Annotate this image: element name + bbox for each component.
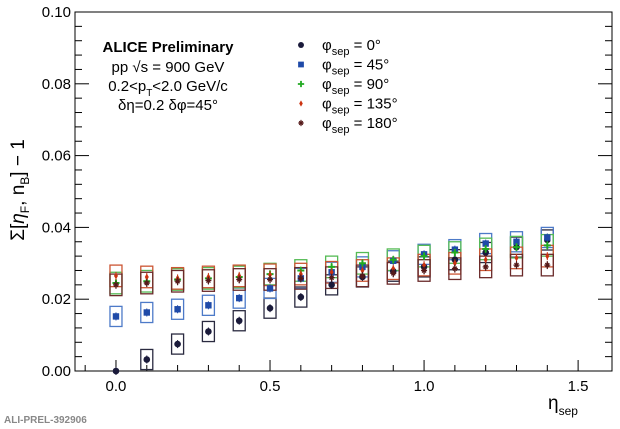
marker-cross [451,249,459,257]
marker-circle [174,340,181,348]
marker-diamond [514,254,519,262]
marker-circle [112,367,120,375]
marker-diamond [545,252,550,260]
marker-star [328,274,335,282]
marker-diamond [483,256,488,264]
marker-star [297,274,304,282]
axis-ticks: 0.0 0.5 1.0 1.5 0.00 0.02 0.04 0.06 0.08 0.10 [42,4,612,395]
marker-star [513,261,520,269]
systematic-box [201,269,216,292]
y-tick-label: 0.08 [42,76,71,93]
marker-square [266,285,274,292]
marker-star [451,265,458,273]
marker-cross [543,241,551,249]
systematic-box [170,298,185,320]
x-tick-label: 0.0 [106,378,127,395]
systematic-box [170,333,185,355]
marker-star [112,281,119,289]
marker-cross [389,256,397,264]
marker-diamond [299,100,303,107]
marker-square [205,302,212,309]
y-tick-label: 0.02 [42,291,71,308]
marker-cross [420,252,428,260]
annotation-title: ALICE Preliminary [103,39,235,56]
marker-square [513,238,520,245]
marker-circle [205,328,212,335]
marker-diamond [422,261,427,269]
marker-cross [512,243,520,251]
annotation-energy: pp √s = 900 GeV [112,59,225,76]
x-tick-label: 1.0 [414,378,435,395]
marker-star [236,275,243,283]
legend-entry: φsep = 135° [322,96,398,117]
x-axis-label: ηsep [548,393,578,418]
marker-star [267,275,274,283]
marker-cross [297,80,305,88]
marker-square [236,294,243,302]
marker-cross [482,245,490,253]
marker-circle [143,356,151,363]
systematic-box [232,310,246,332]
systematic-box [201,294,216,317]
marker-square [112,313,120,320]
marker-diamond [298,270,303,278]
marker-diamond [113,272,118,280]
marker-star [298,119,304,127]
y-tick-label: 0.10 [42,4,71,21]
marker-diamond [329,268,334,276]
marker-star [205,277,212,285]
annotation-bins: δη=0.2 δφ=45° [118,97,218,114]
systematic-box [170,269,185,293]
marker-diamond [144,273,149,281]
marker-square [174,306,181,313]
x-tick-label: 1.5 [568,378,589,395]
marker-star [544,261,551,269]
systematic-box [201,320,216,343]
systematic-box [109,305,123,328]
marker-square [143,309,150,316]
y-tick-label: 0.06 [42,148,71,165]
marker-circle [266,304,274,312]
legend-entry: φsep = 0° [322,37,381,58]
marker-diamond [268,271,273,279]
systematic-box [140,271,154,295]
y-axis-label: Σ[ηF, nB] − 1 [8,139,32,241]
legend-entry: φsep = 45° [322,57,389,78]
marker-cross [358,259,366,267]
data-points [112,233,551,375]
annotation-pt: 0.2<pT<2.0 GeV/c [108,78,228,99]
marker-star [482,263,489,271]
legend: φsep = 0°φsep = 45°φsep = 90°φsep = 135°… [297,37,398,136]
x-tick-label: 0.5 [260,378,281,395]
marker-diamond [391,265,396,273]
systematic-box [140,301,154,324]
plot-frame [74,11,613,372]
marker-star [359,272,366,280]
marker-circle [328,281,335,289]
systematic-box [294,286,308,308]
marker-square [544,234,551,241]
marker-diamond [360,266,365,274]
marker-circle [235,317,243,325]
marker-star [390,269,397,277]
marker-star [174,277,181,285]
watermark: ALI-PREL-392906 [4,415,87,426]
legend-entry: φsep = 180° [322,115,398,136]
marker-circle [297,293,305,301]
marker-circle [298,42,304,48]
marker-square [482,240,489,247]
marker-diamond [452,259,457,267]
systematic-boxes [109,226,554,371]
marker-star [421,266,428,274]
legend-entry: φsep = 90° [322,76,389,97]
marker-star [143,279,150,287]
marker-square [298,61,304,68]
systematic-box [140,348,154,371]
y-tick-label: 0.04 [42,219,71,236]
systematic-box [232,268,246,291]
y-tick-label: 0.00 [42,363,71,380]
